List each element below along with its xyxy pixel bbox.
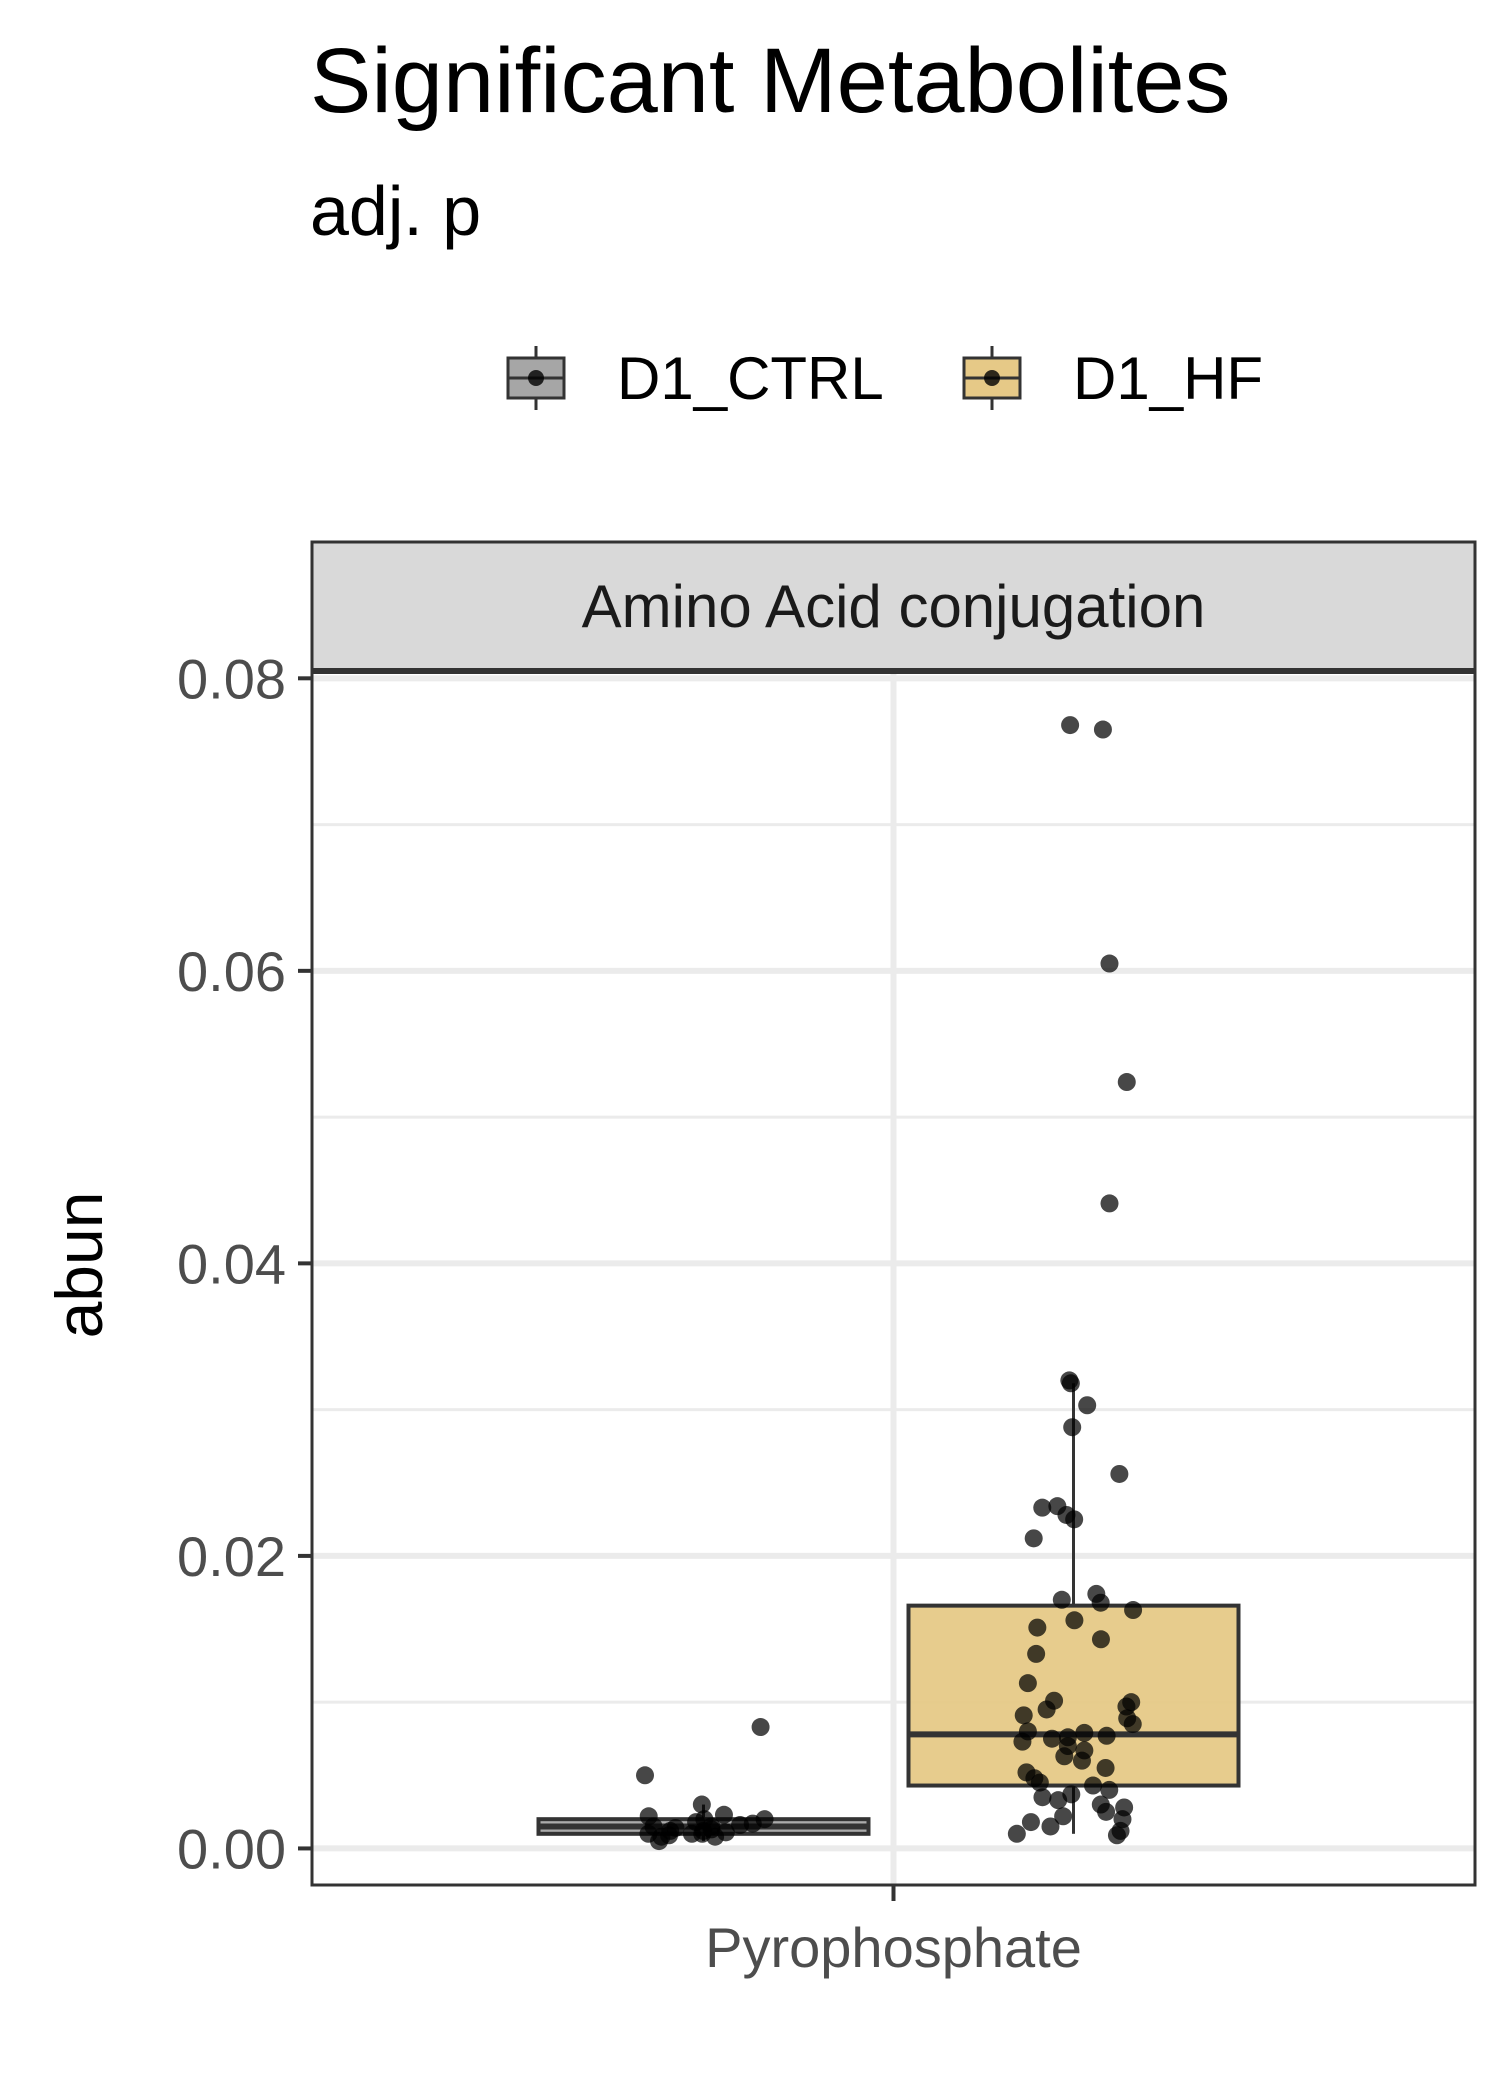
- data-point: [1007, 1824, 1026, 1843]
- y-tick-label: 0.08: [177, 647, 286, 710]
- x-tick-label: Pyrophosphate: [705, 1916, 1082, 1979]
- data-point: [1124, 1601, 1143, 1620]
- data-point: [1014, 1706, 1033, 1725]
- legend-item: D1_CTRL: [506, 345, 884, 412]
- data-point: [1063, 1418, 1082, 1437]
- legend-key-point: [528, 370, 544, 386]
- facet-label: Amino Acid conjugation: [582, 573, 1206, 640]
- chart-subtitle: adj. p: [310, 172, 481, 250]
- data-point: [1123, 1715, 1142, 1734]
- data-point: [1096, 1758, 1115, 1777]
- legend: D1_CTRL D1_HF: [506, 345, 1263, 412]
- data-point: [1091, 1593, 1110, 1612]
- data-point: [1054, 1807, 1073, 1826]
- data-point: [1033, 1788, 1052, 1807]
- data-point: [1084, 1776, 1103, 1795]
- data-point: [1055, 1747, 1074, 1766]
- data-point: [1072, 1751, 1091, 1770]
- data-point: [1033, 1498, 1052, 1517]
- data-point: [1042, 1729, 1061, 1748]
- data-point: [1061, 716, 1080, 735]
- data-point: [652, 1827, 671, 1846]
- box-d1_hf: [906, 1603, 1241, 1788]
- data-point: [1107, 1826, 1126, 1845]
- data-point: [1078, 1396, 1097, 1415]
- data-point: [731, 1816, 750, 1835]
- legend-label: D1_HF: [1073, 345, 1263, 412]
- data-point: [639, 1807, 658, 1826]
- data-point: [751, 1718, 770, 1737]
- data-point: [1018, 1674, 1037, 1693]
- data-point: [714, 1805, 733, 1824]
- data-point: [1065, 1510, 1084, 1529]
- data-point: [1100, 1780, 1119, 1799]
- data-point: [1027, 1644, 1046, 1663]
- data-point: [692, 1795, 711, 1814]
- data-point: [716, 1823, 735, 1842]
- data-point: [1097, 1726, 1116, 1745]
- y-tick-label: 0.04: [177, 1232, 286, 1295]
- legend-key-point: [984, 370, 1000, 386]
- y-axis-title: abun: [42, 1192, 116, 1339]
- legend-item: D1_HF: [962, 345, 1263, 412]
- data-point: [1100, 1194, 1119, 1213]
- data-point: [1091, 1630, 1110, 1649]
- data-point: [1052, 1590, 1071, 1609]
- data-point: [1075, 1723, 1094, 1742]
- data-point: [1061, 1374, 1080, 1393]
- data-point: [636, 1766, 655, 1785]
- data-point: [1097, 1802, 1116, 1821]
- data-point: [1030, 1773, 1049, 1792]
- chart-title: Significant Metabolites: [310, 30, 1231, 132]
- legend-label: D1_CTRL: [617, 345, 884, 412]
- data-point: [1049, 1791, 1068, 1810]
- data-point: [1013, 1732, 1032, 1751]
- y-tick-label: 0.06: [177, 940, 286, 1003]
- data-point: [702, 1817, 721, 1836]
- data-point: [1028, 1618, 1047, 1637]
- data-point: [1041, 1817, 1060, 1836]
- data-point: [1037, 1700, 1056, 1719]
- plot-panel: Amino Acid conjugation 0.00 0.02 0.04 0.06 0.…: [177, 540, 1477, 1979]
- data-point: [1100, 954, 1119, 973]
- y-tick-label: 0.00: [177, 1817, 286, 1880]
- data-point: [755, 1810, 774, 1829]
- y-tick-label: 0.02: [177, 1525, 286, 1588]
- data-point: [1093, 720, 1112, 739]
- data-point: [1065, 1611, 1084, 1630]
- data-point: [1117, 1073, 1136, 1092]
- data-point: [1021, 1813, 1040, 1832]
- data-point: [1110, 1464, 1129, 1483]
- data-point: [1024, 1529, 1043, 1548]
